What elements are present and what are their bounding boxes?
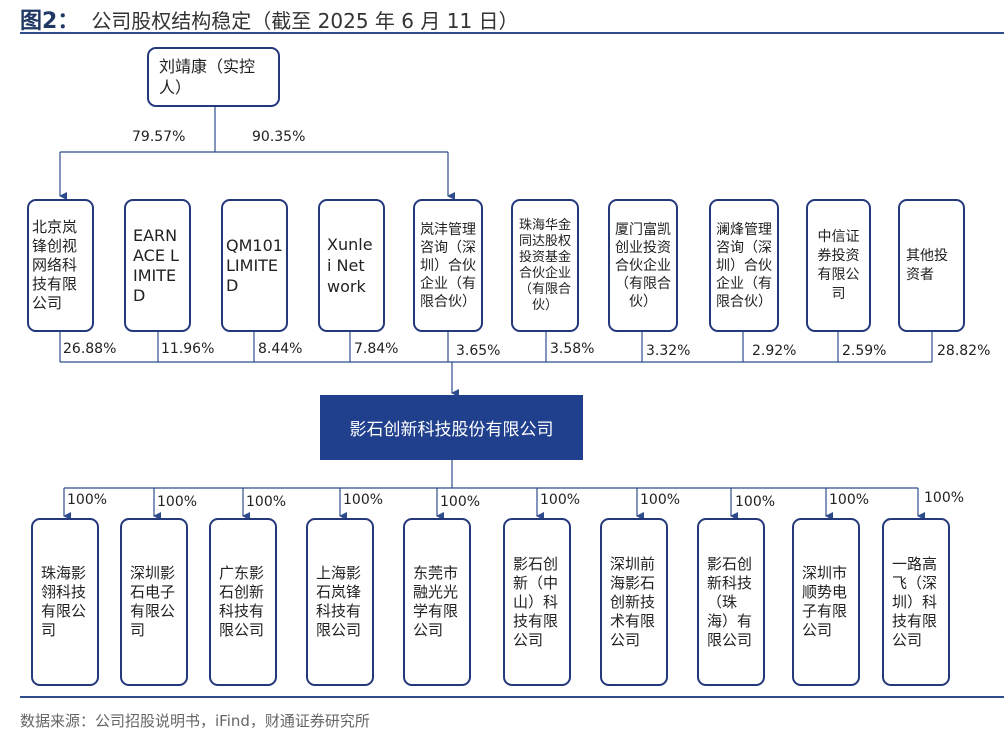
subsidiary-box: 广东影石创新科技有限公司	[209, 518, 277, 686]
shareholder-pct: 3.65%	[456, 343, 501, 359]
subsidiary-pct: 100%	[735, 494, 776, 510]
top-rule	[20, 32, 1004, 34]
controller-pct-direct: 79.57%	[132, 129, 186, 145]
shareholder-pct: 11.96%	[161, 341, 215, 357]
shareholder-pct: 28.82%	[937, 343, 991, 359]
subsidiary-box: 深圳前海影石创新技术有限公司	[600, 518, 668, 686]
subsidiary-pct: 100%	[67, 492, 108, 508]
subsidiary-box: 东莞市融光光学有限公司	[403, 518, 471, 686]
shareholder-box: 北京岚锋创视网络科技有限公司	[27, 199, 94, 332]
controller-box: 刘靖康（实控人）	[147, 47, 280, 107]
shareholder-name: 厦门富凯创业投资合伙企业（有限合伙）	[615, 221, 671, 310]
subsidiary-pct: 100%	[157, 494, 198, 510]
subsidiary-box: 深圳影石电子有限公司	[120, 518, 188, 686]
shareholder-pct: 2.59%	[842, 343, 887, 359]
shareholder-name: EARNACE LIMITED	[133, 225, 179, 305]
subsidiary-name: 深圳市顺势电子有限公司	[802, 564, 848, 639]
subsidiary-name: 深圳影石电子有限公司	[130, 564, 176, 639]
figure-number: 图2：	[20, 9, 80, 34]
shareholder-name: 岚沣管理咨询（深圳）合伙企业（有限合伙）	[420, 221, 476, 310]
shareholder-box: 澜烽管理咨询（深圳）合伙企业（有限合伙）	[709, 199, 779, 332]
subsidiary-box: 上海影石岚锋科技有限公司	[306, 518, 374, 686]
shareholder-name: 中信证券投资有限公司	[817, 228, 860, 302]
shareholder-box: 厦门富凯创业投资合伙企业（有限合伙）	[608, 199, 678, 332]
shareholder-pct: 3.32%	[646, 343, 691, 359]
shareholder-box: 中信证券投资有限公司	[806, 199, 871, 332]
subsidiary-name: 东莞市融光光学有限公司	[413, 564, 459, 639]
subsidiary-box: 深圳市顺势电子有限公司	[792, 518, 860, 686]
subsidiary-pct: 100%	[246, 494, 287, 510]
shareholder-pct: 2.92%	[752, 343, 797, 359]
subsidiary-name: 一路高飞（深圳）科技有限公司	[892, 554, 938, 649]
company-box: 影石创新科技股份有限公司	[320, 395, 583, 460]
shareholder-pct: 8.44%	[258, 341, 303, 357]
shareholder-name: Xunlei Network	[327, 235, 373, 296]
subsidiary-name: 上海影石岚锋科技有限公司	[316, 564, 362, 639]
subsidiary-pct: 100%	[343, 492, 384, 508]
figure-title: 图2： 公司股权结构稳定（截至 2025 年 6 月 11 日）	[20, 3, 519, 35]
shareholder-name: 其他投资者	[906, 247, 948, 283]
subsidiary-name: 深圳前海影石创新技术有限公司	[610, 554, 656, 649]
shareholder-pct: 7.84%	[354, 341, 399, 357]
subsidiary-pct: 100%	[829, 492, 870, 508]
controller-name: 刘靖康（实控人）	[159, 57, 256, 97]
shareholder-box: EARNACE LIMITED	[124, 199, 191, 332]
subsidiary-pct: 100%	[540, 492, 581, 508]
shareholder-box: 岚沣管理咨询（深圳）合伙企业（有限合伙）	[413, 199, 483, 332]
subsidiary-name: 影石创新科技（珠海）有限公司	[707, 554, 753, 649]
source-note: 数据来源：公司招股说明书，iFind，财通证券研究所	[20, 712, 370, 730]
subsidiary-pct: 100%	[640, 492, 681, 508]
shareholder-box: QM101 LIMITED	[221, 199, 288, 332]
subsidiary-pct: 100%	[440, 494, 481, 510]
shareholder-name: 北京岚锋创视网络科技有限公司	[32, 218, 78, 312]
company-name: 影石创新科技股份有限公司	[349, 420, 554, 440]
shareholder-pct: 3.58%	[550, 341, 595, 357]
bottom-rule	[20, 696, 1004, 698]
shareholder-box: 其他投资者	[898, 199, 965, 332]
subsidiary-name: 影石创新（中山）科技有限公司	[513, 554, 559, 649]
subsidiary-box: 珠海影翎科技有限公司	[31, 518, 99, 686]
subsidiary-pct: 100%	[924, 490, 965, 506]
shareholder-box: 珠海华金同达股权投资基金合伙企业（有限合伙）	[511, 199, 579, 332]
subsidiary-name: 广东影石创新科技有限公司	[219, 564, 265, 639]
subsidiary-name: 珠海影翎科技有限公司	[41, 564, 87, 639]
subsidiary-box: 影石创新科技（珠海）有限公司	[697, 518, 765, 686]
shareholder-box: Xunlei Network	[318, 199, 385, 332]
controller-pct-indirect: 90.35%	[252, 129, 306, 145]
shareholder-name: QM101 LIMITED	[226, 235, 283, 295]
figure-caption: 公司股权结构稳定（截至 2025 年 6 月 11 日）	[91, 9, 519, 33]
subsidiary-box: 一路高飞（深圳）科技有限公司	[882, 518, 950, 686]
shareholder-name: 澜烽管理咨询（深圳）合伙企业（有限合伙）	[716, 221, 772, 310]
subsidiary-box: 影石创新（中山）科技有限公司	[503, 518, 571, 686]
shareholder-name: 珠海华金同达股权投资基金合伙企业（有限合伙）	[518, 217, 571, 313]
shareholder-pct: 26.88%	[63, 341, 117, 357]
